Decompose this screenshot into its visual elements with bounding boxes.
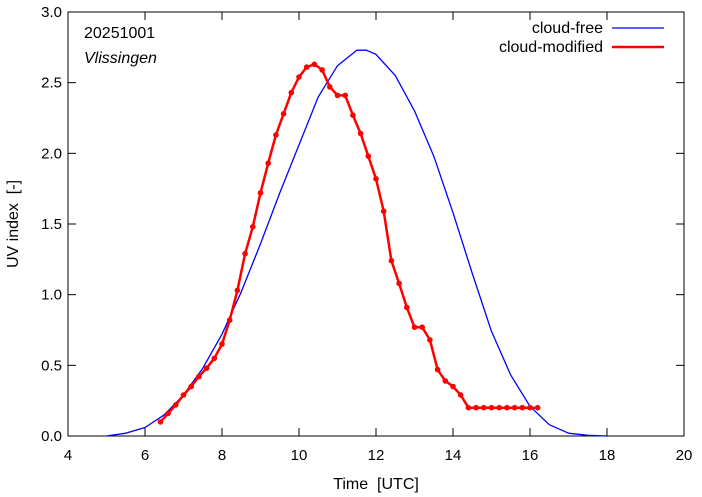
- data-point-cloud-modified: [188, 383, 194, 390]
- series-line-cloud-free: [106, 49, 608, 437]
- data-point-cloud-modified: [496, 404, 503, 411]
- data-point-cloud-modified: [265, 160, 272, 166]
- data-point-cloud-modified: [173, 402, 179, 408]
- data-point-cloud-modified: [242, 250, 248, 257]
- data-point-cloud-modified: [388, 257, 395, 264]
- x-tick-label: 16: [522, 447, 539, 464]
- y-tick-label: 2.5: [41, 75, 62, 92]
- data-point-cloud-modified: [527, 404, 533, 411]
- data-point-cloud-modified: [327, 84, 333, 90]
- data-point-cloud-modified: [296, 74, 302, 80]
- y-tick-label: 0.5: [41, 357, 62, 374]
- data-point-cloud-modified: [319, 67, 325, 73]
- date-annotation: 20251001: [84, 25, 155, 42]
- data-point-cloud-modified: [504, 404, 510, 411]
- x-tick-label: 18: [599, 447, 616, 464]
- data-point-cloud-modified: [226, 317, 233, 323]
- data-point-cloud-modified: [442, 378, 449, 384]
- y-axis-title: UV index [-]: [5, 180, 22, 268]
- y-tick-label: 0.0: [41, 428, 62, 445]
- data-point-cloud-modified: [165, 410, 171, 417]
- plot-frame: [67, 11, 685, 437]
- data-point-cloud-modified: [465, 404, 472, 411]
- data-point-cloud-modified: [196, 373, 202, 380]
- data-point-cloud-modified: [234, 287, 241, 294]
- data-point-cloud-modified: [211, 355, 218, 362]
- x-tick-label: 4: [64, 447, 72, 464]
- data-point-cloud-modified: [434, 366, 441, 373]
- axis-tick-labels: 4 6 8 10 12 14 16 18 20 0.0 0.5 1.0 1.5 2.0 2.5 3.0: [41, 4, 692, 464]
- data-point-cloud-modified: [473, 404, 479, 411]
- legend: cloud-free cloud-modified: [499, 20, 664, 56]
- data-point-cloud-modified: [427, 337, 433, 343]
- data-point-cloud-modified: [180, 392, 187, 398]
- legend-label-cloud-modified: cloud-modified: [499, 39, 603, 56]
- data-point-cloud-modified: [457, 392, 464, 398]
- series-layer: [106, 49, 608, 437]
- y-tick-label: 1.5: [41, 216, 62, 233]
- data-point-cloud-modified: [373, 176, 379, 182]
- data-point-cloud-modified: [380, 208, 387, 215]
- data-point-cloud-modified: [396, 280, 402, 287]
- data-point-cloud-modified: [481, 404, 487, 411]
- location-annotation: Vlissingen: [84, 50, 157, 67]
- data-point-cloud-modified: [511, 404, 518, 411]
- data-point-cloud-modified: [157, 419, 164, 425]
- data-point-cloud-modified: [303, 64, 310, 70]
- data-point-cloud-modified: [273, 132, 279, 138]
- y-tick-label: 3.0: [41, 4, 62, 21]
- axis-ticks: [67, 11, 685, 437]
- data-point-cloud-modified: [219, 341, 225, 347]
- data-point-cloud-modified: [365, 153, 372, 159]
- data-point-cloud-modified: [350, 112, 356, 118]
- legend-label-cloud-free: cloud-free: [532, 20, 603, 37]
- data-point-cloud-modified: [342, 92, 349, 99]
- data-point-cloud-modified: [288, 89, 295, 96]
- x-tick-label: 8: [218, 447, 226, 464]
- data-point-cloud-modified: [404, 304, 410, 311]
- data-point-cloud-modified: [334, 92, 341, 99]
- x-tick-label: 20: [676, 447, 693, 464]
- data-point-cloud-modified: [203, 365, 210, 372]
- series-line-cloud-modified: [159, 63, 538, 423]
- data-point-cloud-modified: [411, 324, 418, 331]
- data-point-cloud-modified: [257, 190, 264, 196]
- x-tick-label: 6: [141, 447, 149, 464]
- data-point-cloud-modified: [488, 404, 495, 411]
- y-tick-label: 1.0: [41, 287, 62, 304]
- x-axis-title: Time [UTC]: [333, 476, 419, 493]
- data-point-cloud-modified: [357, 130, 364, 137]
- data-point-cloud-modified: [280, 111, 287, 117]
- x-tick-label: 10: [291, 447, 308, 464]
- data-point-cloud-modified: [311, 61, 318, 68]
- x-tick-label: 14: [445, 447, 462, 464]
- data-point-cloud-modified: [534, 404, 541, 411]
- data-point-cloud-modified: [250, 224, 256, 230]
- y-tick-label: 2.0: [41, 145, 62, 162]
- data-point-cloud-modified: [419, 324, 426, 331]
- x-tick-label: 12: [368, 447, 385, 464]
- data-point-cloud-modified: [450, 383, 456, 390]
- data-point-cloud-modified: [519, 404, 526, 411]
